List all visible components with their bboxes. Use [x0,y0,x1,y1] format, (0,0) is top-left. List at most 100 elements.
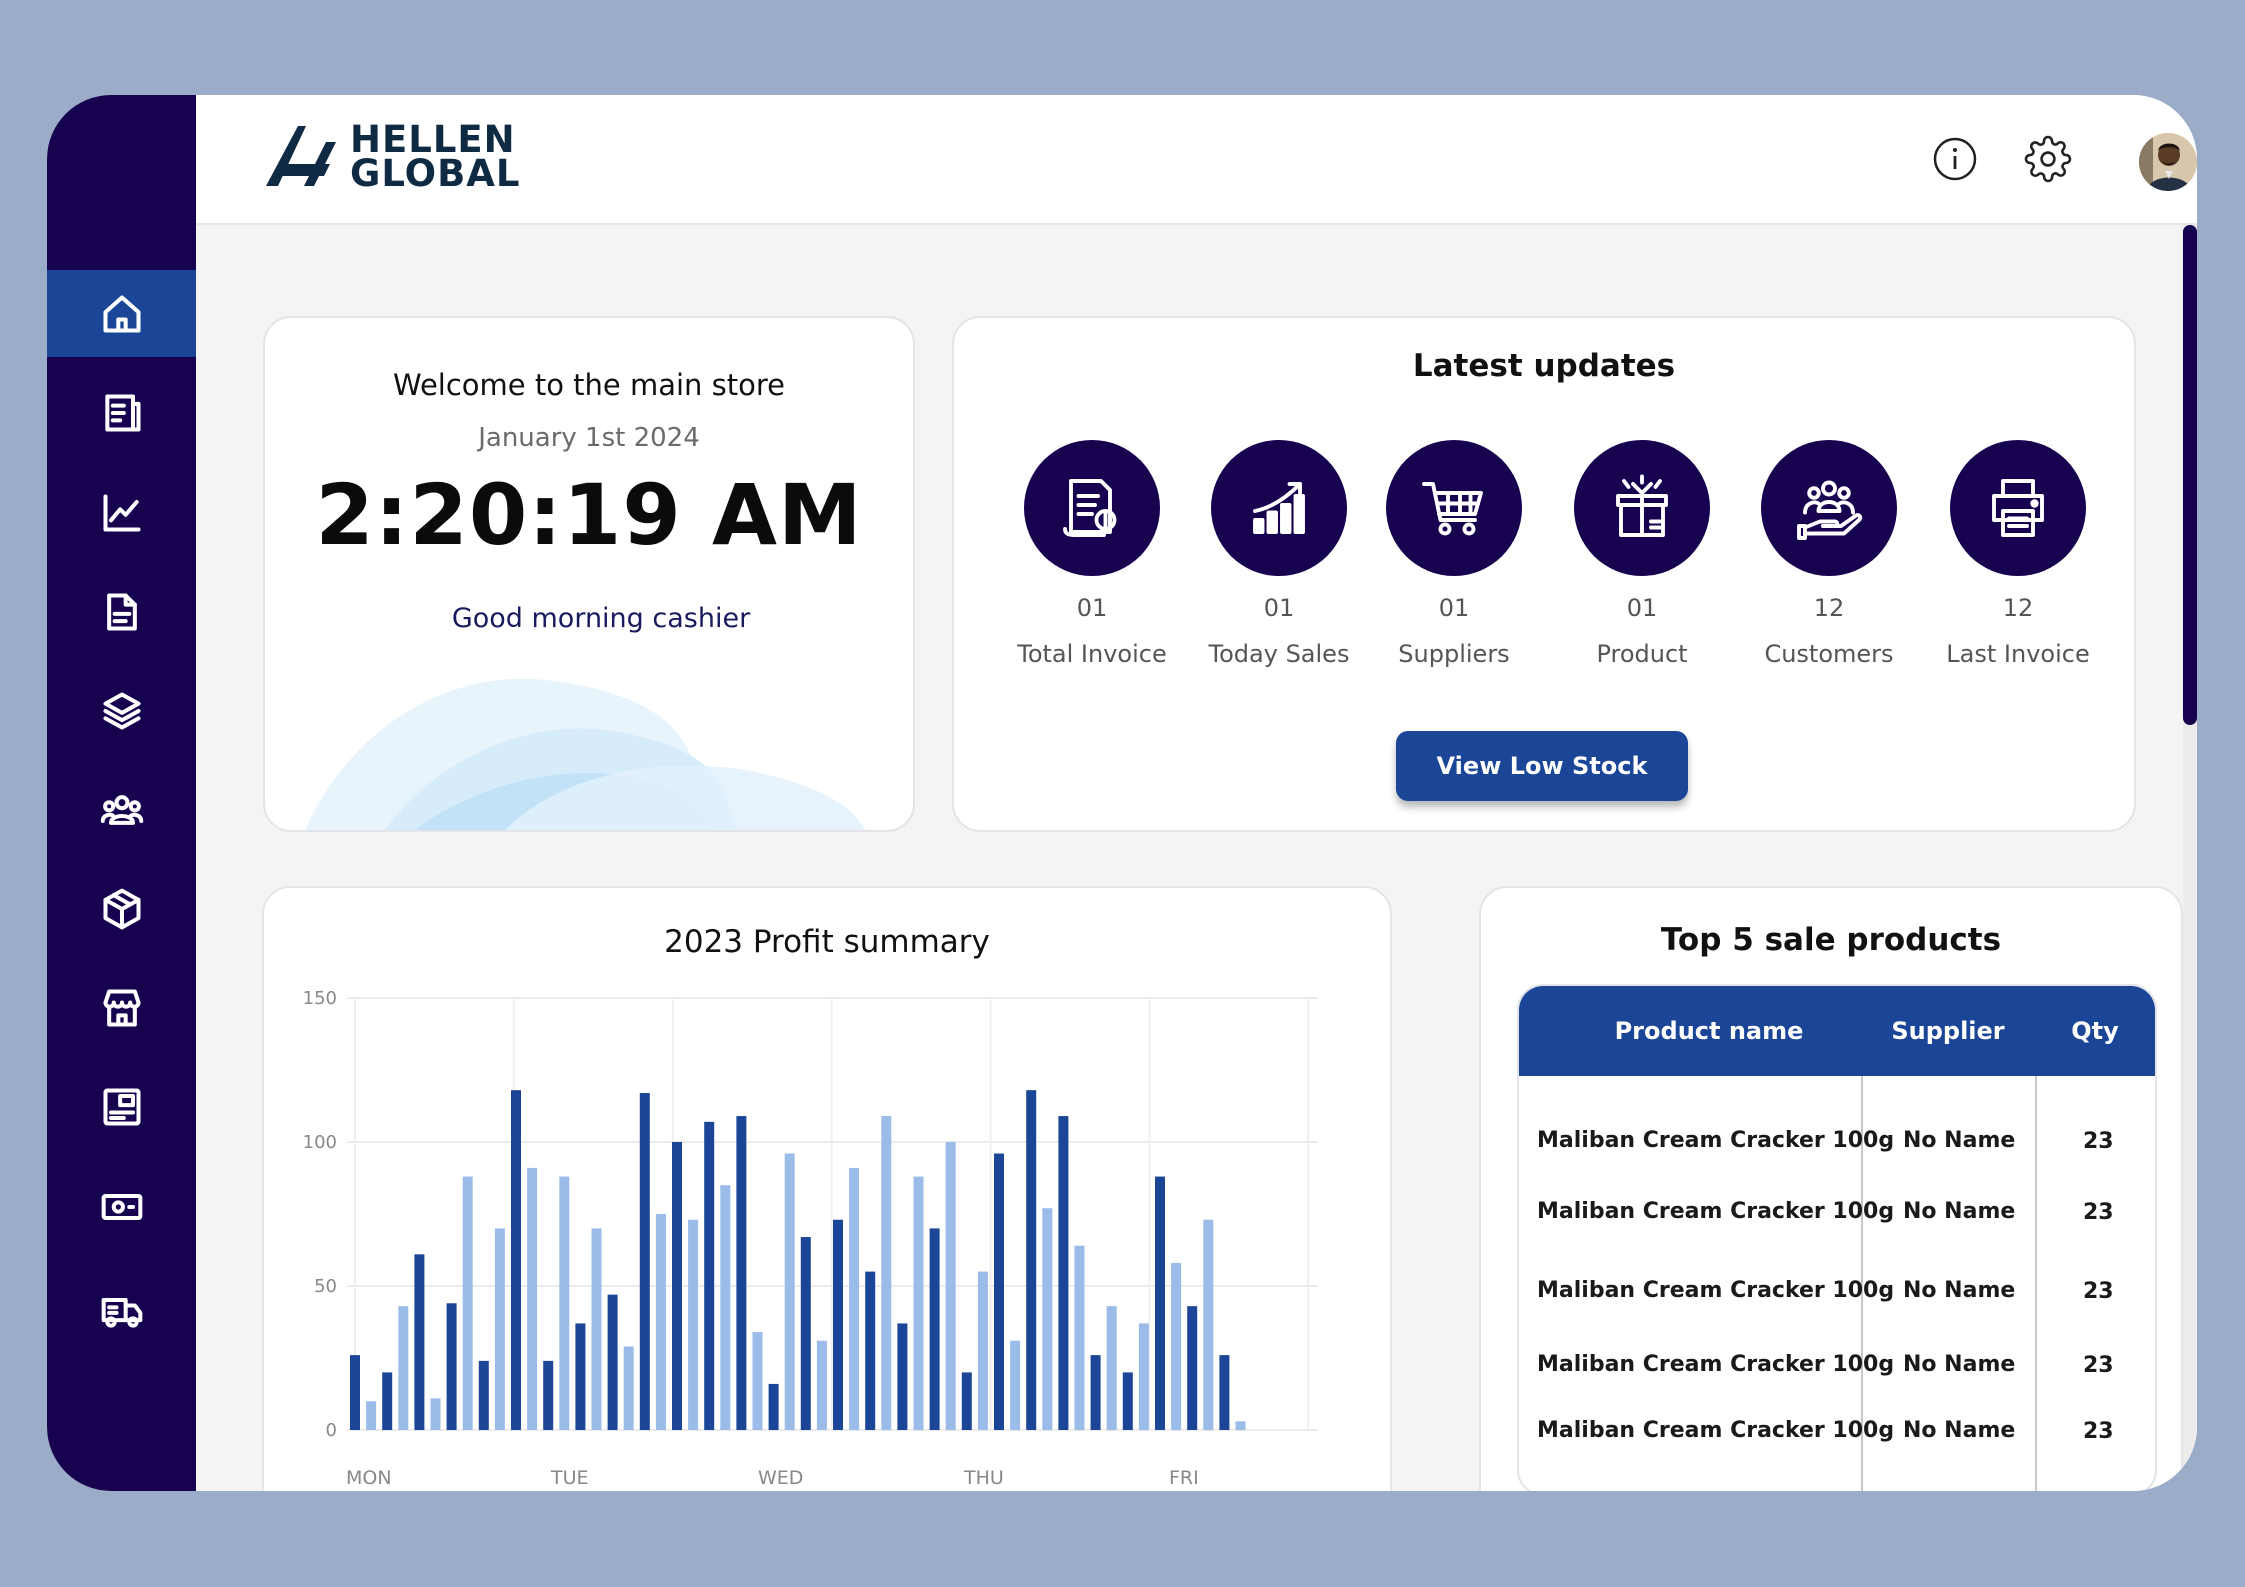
chart-bar [768,1383,779,1430]
stat-suppliers-badge[interactable] [1386,440,1522,576]
stat-today-sales-badge[interactable] [1211,440,1347,576]
y-tick-label: 50 [314,1276,337,1297]
top-products-table: Product name Supplier Qty Maliban Cream … [1517,984,2157,1491]
chart-bar [833,1219,843,1430]
line-chart-icon [102,493,141,532]
main-content: Welcome to the main store January 1st 20… [196,225,2197,1491]
column-header-qty[interactable]: Qty [2071,1017,2119,1045]
scrollbar-thumb[interactable] [2183,225,2197,725]
y-tick-label: 150 [303,988,337,1009]
chart-bar [1074,1245,1085,1430]
cell-supplier: No Name [1903,1128,2016,1153]
sidebar-item-customers[interactable] [47,766,196,853]
chart-bar [913,1176,924,1430]
cash-icon [101,1193,142,1220]
stat-today-sales[interactable]: 01 Today Sales [1194,440,1364,668]
info-icon [1933,137,1977,181]
chart-bar [800,1237,811,1430]
chart-bar [446,1303,457,1430]
scrollbar-track[interactable] [2183,225,2197,1491]
stat-value: 01 [1263,594,1295,622]
x-tick-label: FRI [1169,1467,1199,1489]
sidebar-item-categories[interactable] [47,667,196,754]
cell-supplier: No Name [1903,1278,2016,1303]
stat-customers-badge[interactable] [1761,440,1897,576]
chart-bar [961,1372,972,1430]
sidebar-item-analytics[interactable] [47,469,196,556]
stat-label: Product [1596,640,1688,668]
chart-bar [462,1176,473,1430]
chart-bar [1106,1306,1117,1430]
stat-customers[interactable]: 12 Customers [1744,440,1914,668]
info-button[interactable] [1931,135,1979,183]
chart-bar [414,1254,425,1430]
sidebar-item-reports[interactable] [47,1063,196,1150]
chart-bar [720,1185,731,1430]
brand-line2: GLOBAL [350,152,521,195]
stat-product[interactable]: 01 Product [1557,440,1727,668]
box-icon [102,888,141,929]
brand-line1: HELLEN [350,118,516,161]
cell-supplier: No Name [1903,1199,2016,1224]
brand-logo[interactable]: HELLEN GLOBAL [264,118,521,195]
chart-bar [1155,1176,1165,1430]
cell-product-name: Maliban Cream Cracker 100g [1537,1278,1895,1303]
stat-label: Suppliers [1398,640,1510,668]
chart-bar [752,1332,763,1430]
chart-bar [511,1090,521,1430]
chart-bar [543,1360,554,1430]
chart-bar [1122,1372,1133,1430]
sidebar-item-cash[interactable] [47,1163,196,1250]
column-header-product-name[interactable]: Product name [1614,1017,1804,1045]
chart-bar [639,1093,650,1430]
chart-bar [655,1214,666,1430]
stat-last-invoice-badge[interactable] [1950,440,2086,576]
cell-supplier: No Name [1903,1352,2016,1377]
chart-bar [1026,1090,1037,1430]
stat-last-invoice[interactable]: 12 Last Invoice [1933,440,2103,668]
chart-bar [849,1167,860,1430]
table-header: Product name Supplier Qty [1519,986,2155,1076]
chart-bar [1219,1355,1230,1430]
view-low-stock-button[interactable]: View Low Stock [1396,731,1688,801]
column-divider [1861,1076,1863,1491]
chart-bar [430,1398,441,1430]
chart-bar [736,1116,747,1430]
sidebar-item-delivery[interactable] [47,1267,196,1354]
users-icon [100,794,143,825]
sidebar-item-invoices[interactable] [47,369,196,456]
cell-qty: 23 [2083,1129,2114,1154]
sidebar-item-documents[interactable] [47,568,196,655]
welcome-greeting: Good morning cashier [451,603,751,634]
sidebar [47,95,196,1491]
settings-button[interactable] [2024,135,2072,183]
chart-bar [478,1360,489,1430]
chart-bar [977,1271,988,1430]
user-avatar[interactable] [2139,133,2197,191]
stat-suppliers[interactable]: 01 Suppliers [1369,440,1539,668]
sidebar-item-home[interactable] [47,270,196,357]
chart-bar [1187,1306,1198,1430]
customers-hand-icon [1797,480,1863,540]
latest-updates-card: Latest updates 01 Total Invoice 01 Today… [952,316,2136,832]
top-products-title: Top 5 sale products [1660,922,2002,958]
x-tick-label: THU [963,1467,1004,1489]
chart-bar [784,1153,795,1430]
y-tick-label: 100 [303,1132,337,1153]
stat-total-invoice-badge[interactable] [1024,440,1160,576]
home-icon [102,294,141,333]
chart-bar [994,1153,1004,1430]
chart-bar [398,1306,409,1430]
cell-product-name: Maliban Cream Cracker 100g [1537,1418,1895,1443]
chart-bar [591,1228,602,1430]
sidebar-item-products[interactable] [47,865,196,952]
chart-bar [575,1323,586,1430]
profit-chart: 0 50 100 150 MON TUE WED THU FRI [303,988,1318,1489]
sidebar-item-store[interactable] [47,964,196,1051]
cell-product-name: Maliban Cream Cracker 100g [1537,1352,1895,1377]
stat-total-invoice[interactable]: 01 Total Invoice [1007,440,1177,668]
column-header-supplier[interactable]: Supplier [1891,1017,2005,1045]
chart-bar [816,1340,827,1430]
stat-product-badge[interactable] [1574,440,1710,576]
layers-icon [102,691,141,730]
